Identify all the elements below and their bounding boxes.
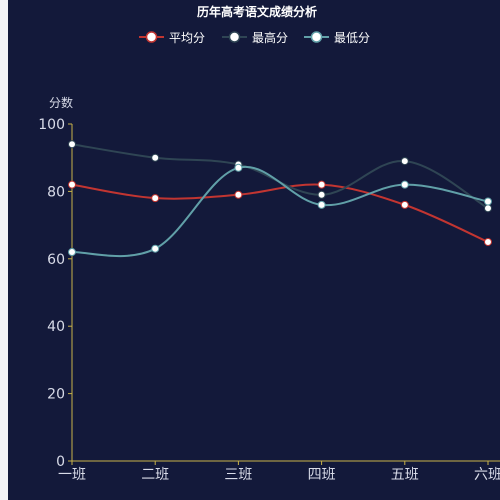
x-tick-label: 二班 <box>141 467 169 483</box>
y-axis-label: 分数 <box>49 95 73 110</box>
x-tick-label: 四班 <box>308 467 336 483</box>
data-point <box>317 180 326 189</box>
data-point <box>68 180 76 189</box>
series-2 <box>68 140 492 213</box>
data-point <box>234 190 243 199</box>
data-point <box>68 140 76 149</box>
data-point <box>68 248 76 257</box>
data-point <box>151 244 160 253</box>
line-chart: 历年高考语文成绩分析 平均分 最高分 最低分 分数 0 20 40 60 80 100 一班 二班… <box>38 4 500 483</box>
data-point <box>151 153 160 162</box>
data-point <box>484 197 492 206</box>
chart-area: 历年高考语文成绩分析 平均分 最高分 最低分 分数 0 20 40 60 80 100 一班 二班… <box>8 0 500 500</box>
data-point <box>400 157 409 166</box>
data-point <box>317 200 326 209</box>
axes: 0 20 40 60 80 100 一班 二班 三班 四班 五班 六班 <box>38 117 500 483</box>
data-point <box>484 237 492 246</box>
legend-label: 最高分 <box>252 30 288 45</box>
data-point <box>234 163 243 172</box>
x-tick-label: 五班 <box>391 467 419 483</box>
data-point <box>484 204 492 213</box>
y-tick-label: 60 <box>47 252 65 268</box>
legend-label: 平均分 <box>169 31 205 45</box>
series-line <box>71 143 489 210</box>
series-3 <box>68 163 492 258</box>
chart-title: 历年高考语文成绩分析 <box>197 4 317 19</box>
legend: 平均分 最高分 最低分 <box>139 30 370 45</box>
legend-item: 最高分 <box>222 30 288 45</box>
y-tick-label: 40 <box>47 319 65 335</box>
legend-item: 平均分 <box>139 31 205 45</box>
series-layer <box>68 140 492 258</box>
x-tick-label: 六班 <box>474 467 500 483</box>
legend-swatch-marker <box>310 31 323 43</box>
data-point <box>151 194 160 203</box>
data-point <box>400 180 409 189</box>
y-tick-label: 20 <box>47 387 65 403</box>
legend-swatch-marker <box>228 31 241 43</box>
x-tick-label: 一班 <box>58 467 86 483</box>
data-point <box>400 200 409 209</box>
series-1 <box>68 180 492 246</box>
data-point <box>317 190 326 199</box>
series-line <box>71 165 489 258</box>
x-tick-label: 三班 <box>224 467 252 483</box>
y-tick-label: 100 <box>38 117 65 133</box>
series-line <box>71 183 489 243</box>
y-tick-label: 80 <box>47 184 65 200</box>
y-tick-label: 0 <box>56 454 65 470</box>
legend-label: 最低分 <box>334 31 370 45</box>
legend-swatch-marker <box>145 31 158 43</box>
legend-item: 最低分 <box>304 31 370 45</box>
